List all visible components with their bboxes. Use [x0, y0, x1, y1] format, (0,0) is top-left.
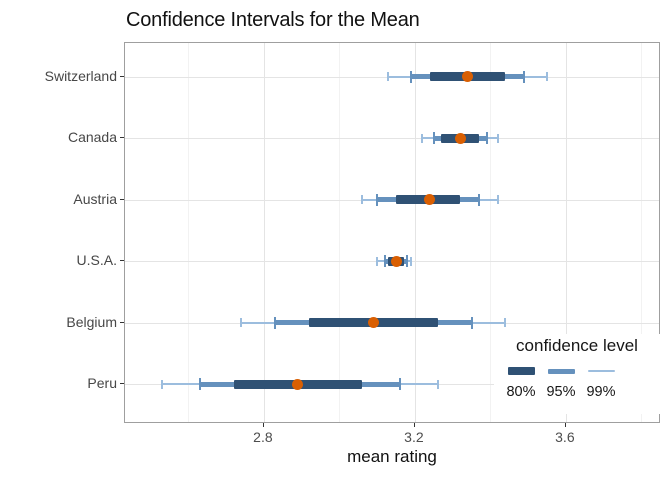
- mean-point: [454, 132, 466, 144]
- ci-99-cap: [376, 256, 379, 266]
- legend-key-99: [581, 367, 621, 375]
- y-axis-tick: [120, 137, 124, 138]
- y-axis-tick: [120, 321, 124, 323]
- ci-95-cap: [478, 193, 481, 206]
- ci-95-cap: [485, 132, 488, 144]
- legend-label-99: 99%: [586, 384, 616, 400]
- legend-labels: 80% 95% 99%: [494, 384, 660, 400]
- ci-95-cap: [376, 193, 379, 206]
- category-label: U.S.A.: [76, 252, 117, 268]
- x-axis-title: mean rating: [347, 447, 437, 466]
- legend: confidence level 80% 95% 99%: [494, 334, 660, 414]
- ci-95-cap: [470, 316, 473, 329]
- legend-label-95: 95%: [546, 384, 576, 400]
- ci-95-cap: [410, 70, 413, 83]
- x-axis-tick: [413, 423, 415, 427]
- gridline-x-major: [263, 43, 265, 422]
- legend-keys: [494, 367, 660, 375]
- legend-title: confidence level: [516, 336, 638, 355]
- mean-point: [390, 255, 402, 267]
- ci-99-cap: [240, 318, 243, 327]
- gridline-y-major: [125, 138, 659, 139]
- ci-99-cap: [421, 133, 424, 143]
- gridline-x-minor: [490, 43, 492, 422]
- ci-99-cap: [387, 72, 390, 81]
- mean-point: [424, 194, 436, 205]
- category-label: Canada: [67, 129, 117, 145]
- legend-label-80: 80%: [506, 384, 536, 400]
- category-label: Peru: [87, 375, 117, 391]
- legend-swatch-80-icon: [507, 367, 535, 375]
- ci-95-cap: [383, 255, 386, 267]
- gridline-x-minor: [339, 43, 341, 422]
- ci-99-cap: [504, 318, 507, 327]
- ci-95-cap: [523, 70, 526, 83]
- category-label: Switzerland: [44, 67, 117, 84]
- x-tick-label: 3.6: [555, 429, 575, 445]
- ci-99-cap: [496, 133, 499, 143]
- y-axis-tick: [120, 260, 124, 261]
- gridline-x-major: [565, 43, 567, 422]
- ci-99-cap: [361, 195, 364, 204]
- mean-point: [292, 378, 304, 390]
- y-axis-tick: [120, 75, 124, 77]
- mean-point: [367, 317, 379, 328]
- ci-95-cap: [274, 316, 277, 329]
- y-axis-tick: [120, 198, 124, 200]
- gridline-x-minor: [188, 43, 190, 422]
- x-tick-label: 3.2: [404, 429, 424, 445]
- ci-99-cap: [546, 72, 548, 81]
- chart-title: Confidence Intervals for the Mean: [126, 9, 420, 31]
- ci-95-cap: [432, 132, 435, 144]
- ci-99-cap: [496, 195, 499, 204]
- legend-key-95: [541, 367, 581, 375]
- x-tick-label: 2.8: [253, 429, 273, 445]
- category-label: Austria: [73, 190, 117, 207]
- ci-99-cap: [410, 256, 413, 266]
- mean-point: [462, 71, 474, 82]
- legend-swatch-95-icon: [547, 368, 575, 374]
- x-axis-tick: [564, 423, 566, 427]
- ci-95-cap: [406, 255, 409, 267]
- plot-panel: [124, 42, 660, 423]
- gridline-x-minor: [641, 43, 643, 422]
- ci-95-cap: [398, 378, 401, 390]
- legend-key-80: [501, 367, 541, 375]
- y-axis-tick: [120, 383, 124, 384]
- gridline-x-major: [414, 43, 416, 422]
- x-axis-tick: [262, 423, 264, 427]
- category-label: Belgium: [66, 313, 117, 330]
- legend-swatch-99-icon: [587, 370, 615, 372]
- ci-99-cap: [436, 379, 439, 389]
- ci-95-cap: [198, 378, 201, 390]
- ci-99-cap: [160, 379, 163, 389]
